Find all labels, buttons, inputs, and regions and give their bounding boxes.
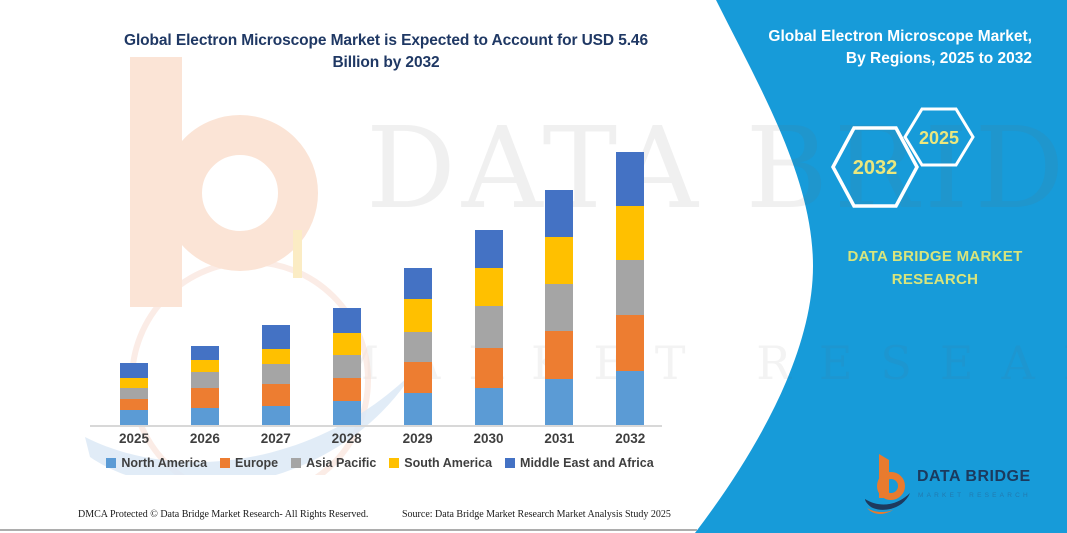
logo-subtitle-text: MARKET RESEARCH	[918, 492, 1031, 499]
hexagon-2032-icon	[831, 126, 919, 208]
bar-segment	[545, 331, 574, 379]
legend-label: North America	[121, 456, 208, 470]
bar-segment	[474, 230, 503, 268]
logo-title-text: DATA BRIDGE	[917, 468, 1031, 485]
bar-segment	[616, 152, 645, 206]
x-axis-label: 2031	[544, 431, 575, 446]
bar-segment	[474, 347, 503, 388]
bar-segment	[120, 388, 148, 399]
chart-title-line2: Billion by 2032	[332, 54, 440, 72]
bar-segment	[120, 377, 148, 388]
bar-segment	[616, 206, 645, 260]
bar-segment	[474, 387, 503, 425]
chart-legend: North America Europe Asia Pacific South Ame…	[90, 456, 670, 470]
bar-segment	[120, 399, 148, 410]
chart-title: Global Electron Microscope Market is Exp…	[72, 30, 700, 75]
bar-segment	[332, 355, 361, 378]
x-axis-label: 2025	[118, 431, 150, 446]
legend-item: Europe	[220, 456, 278, 470]
bar-segment	[332, 308, 361, 333]
stacked-bar-2026	[190, 345, 219, 425]
x-axis-label: 2027	[260, 431, 291, 446]
panel-brand-line2: RESEARCH	[891, 270, 979, 288]
legend-swatch-icon	[389, 458, 400, 468]
bar-segment	[403, 331, 432, 362]
legend-label: South America	[404, 456, 493, 470]
panel-title-line1: Global Electron Microscope Market,	[768, 28, 1032, 45]
bar-segment	[120, 410, 148, 425]
hexagon-2032-label: 2032	[853, 157, 898, 179]
bar-segment	[261, 405, 290, 425]
bar-segment	[332, 400, 361, 425]
legend-swatch-icon	[505, 458, 516, 468]
legend-item: North America	[106, 456, 207, 470]
x-axis-label: 2026	[189, 431, 220, 446]
hexagon-2025-label: 2025	[919, 128, 959, 148]
bar-segment	[190, 360, 219, 372]
bar-segment	[545, 379, 574, 425]
legend-swatch-icon	[291, 458, 302, 468]
bar-segment	[403, 299, 432, 332]
stacked-bar-2032	[616, 152, 645, 425]
stacked-bar-2029	[403, 268, 432, 425]
footer-source-text: Source: Data Bridge Market Research Mark…	[402, 509, 671, 520]
bar-segment	[403, 361, 432, 393]
bar-segment	[261, 384, 290, 406]
bar-segment	[616, 259, 645, 315]
bar-segment	[545, 284, 574, 331]
stacked-bar-2030	[474, 230, 503, 425]
hexagon-2025-icon	[903, 107, 975, 167]
bar-segment	[190, 345, 219, 360]
bottom-divider-line	[0, 529, 697, 531]
x-axis-label: 2032	[615, 431, 646, 446]
x-axis-label: 2028	[331, 431, 362, 446]
bar-segment	[616, 370, 645, 425]
legend-item: South America	[389, 456, 492, 470]
x-axis-label: 2030	[473, 431, 504, 446]
stacked-bar-2027	[261, 324, 290, 425]
stacked-bar-2025	[120, 363, 148, 425]
bar-segment	[403, 268, 432, 299]
logo-b-icon	[865, 454, 910, 514]
bar-segment	[474, 306, 503, 348]
panel-brand-text: DATA BRIDGE MARKET RESEARCH	[800, 246, 1067, 291]
legend-label: Asia Pacific	[306, 456, 377, 470]
bar-segment	[190, 371, 219, 388]
x-axis-labels: 2025 2026 2027 2028 2029 2030 2031 2032	[90, 431, 662, 449]
teal-panel-shape	[695, 0, 1067, 533]
panel-title: Global Electron Microscope Market, By Re…	[732, 26, 1032, 71]
legend-swatch-icon	[106, 458, 117, 468]
stacked-bar-2031	[545, 190, 574, 425]
bar-segment	[545, 190, 574, 237]
bar-segment	[190, 407, 219, 425]
stacked-bar-2028	[332, 308, 361, 425]
legend-label: Europe	[235, 456, 279, 470]
panel-title-line2: By Regions, 2025 to 2032	[845, 50, 1032, 68]
bar-segment	[261, 349, 290, 364]
bar-segment	[474, 267, 503, 306]
legend-item: Middle East and Africa	[505, 456, 654, 470]
panel-brand-line1: DATA BRIDGE MARKET	[847, 248, 1023, 265]
bar-segment	[545, 236, 574, 284]
bar-segment	[332, 332, 361, 355]
bar-segment	[190, 387, 219, 408]
bar-segment	[616, 314, 645, 371]
legend-label: Middle East and Africa	[520, 456, 654, 470]
bar-segment	[403, 392, 432, 425]
legend-swatch-icon	[220, 458, 231, 468]
bar-segment	[120, 363, 148, 378]
bar-segment	[261, 364, 290, 384]
footer-dmca-text: DMCA Protected © Data Bridge Market Rese…	[78, 509, 369, 520]
data-bridge-logo: DATA BRIDGE MARKET RESEARCH	[865, 454, 1031, 514]
legend-item: Asia Pacific	[291, 456, 376, 470]
x-axis-label: 2029	[402, 431, 433, 446]
bar-segment	[261, 324, 290, 349]
chart-title-line1: Global Electron Microscope Market is Exp…	[124, 32, 648, 49]
bar-segment	[332, 377, 361, 401]
year-hexagons: 2032 2025	[831, 107, 975, 208]
stacked-bar-chart	[90, 95, 662, 427]
